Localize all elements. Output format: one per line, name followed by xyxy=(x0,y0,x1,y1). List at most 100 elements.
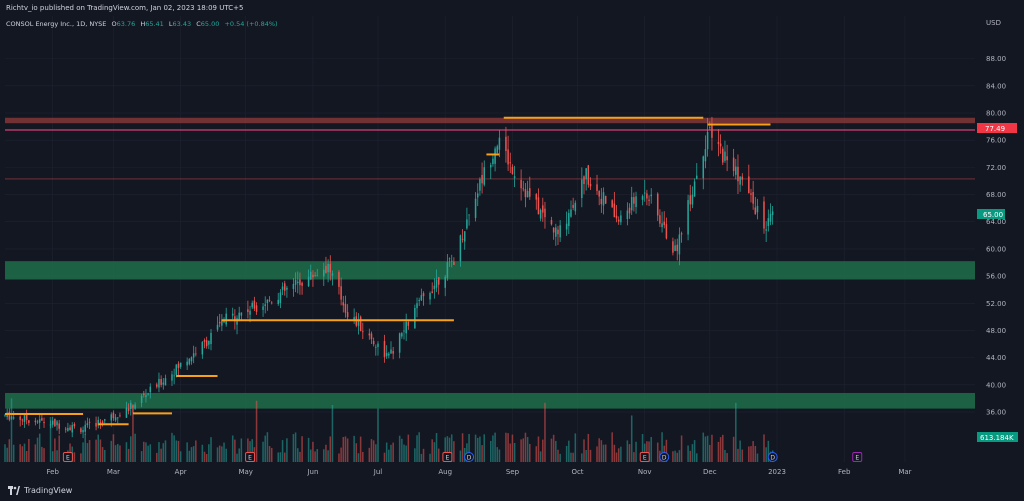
candle-body xyxy=(21,419,24,421)
candle-body xyxy=(316,275,319,277)
candle-body xyxy=(80,428,82,433)
candle-body xyxy=(171,374,173,381)
time-tick: May xyxy=(238,468,252,476)
candle-body xyxy=(448,258,451,260)
volume-bar xyxy=(49,417,52,462)
candle-body xyxy=(377,343,379,347)
volume-bar xyxy=(479,436,481,462)
volume-bar xyxy=(247,438,249,462)
volume-bar xyxy=(86,443,89,462)
candle-body xyxy=(140,395,143,403)
volume-bar xyxy=(602,444,605,462)
candle-body xyxy=(179,362,182,367)
candle-body xyxy=(641,196,644,200)
candle-body xyxy=(58,423,60,429)
candle-body xyxy=(706,131,709,150)
tradingview-brand[interactable]: TradingView xyxy=(8,486,72,495)
volume-bar xyxy=(21,446,24,462)
candle-body xyxy=(84,424,86,432)
time-tick: Apr xyxy=(175,468,187,476)
candle-body xyxy=(203,340,206,342)
volume-bar xyxy=(368,447,371,462)
candle-body xyxy=(717,141,720,144)
candle-body xyxy=(756,205,759,213)
volume-bar xyxy=(205,453,208,462)
time-axis[interactable]: Feb Mar Apr May Jun Jul Aug Sep Oct Nov Dec 2023 Feb… xyxy=(47,468,912,476)
currency-label: USD xyxy=(986,19,1001,27)
volume-bar xyxy=(331,404,334,462)
volume-bar xyxy=(6,447,8,462)
volume-bar xyxy=(255,400,258,462)
candle-body xyxy=(264,304,266,306)
volume-bar xyxy=(82,442,84,462)
candle-body xyxy=(453,261,455,265)
volume-bar xyxy=(505,432,507,462)
volume-bar xyxy=(550,438,553,462)
time-tick: Jun xyxy=(306,468,318,476)
brand-label: TradingView xyxy=(24,486,73,495)
candle-body xyxy=(726,156,728,161)
candle-body xyxy=(739,176,741,185)
volume-bar xyxy=(661,432,663,462)
candle-body xyxy=(628,207,631,214)
candle-body xyxy=(234,316,236,322)
volume-bar xyxy=(301,436,303,462)
volume-bar xyxy=(149,444,152,462)
candle-body xyxy=(86,423,89,426)
volume-bar xyxy=(388,449,390,462)
price-tick: 84.00 xyxy=(986,82,1006,90)
dividend-marker xyxy=(464,452,475,462)
volume-bar xyxy=(299,451,301,462)
volume-bar xyxy=(737,448,739,462)
volume-bar xyxy=(88,440,91,462)
candle-body xyxy=(51,420,54,425)
candle-body xyxy=(266,299,269,303)
candle-body xyxy=(281,286,284,290)
volume-bar xyxy=(114,445,117,462)
candle-body xyxy=(522,188,525,190)
candle-body xyxy=(34,420,37,423)
candle-body xyxy=(763,201,765,229)
volume-bar xyxy=(615,452,618,462)
volume-bar xyxy=(635,441,637,462)
candle-body xyxy=(555,227,557,237)
candle-body xyxy=(132,405,134,408)
candle-body xyxy=(572,205,574,208)
price-chart[interactable]: E E E D E D D E USD 88.00 84.00 80.00 76.00 72.00 68… xyxy=(0,16,1024,482)
volume-bar xyxy=(735,402,737,462)
candle-body xyxy=(130,402,132,409)
candle-body xyxy=(526,191,529,198)
volume-bar xyxy=(160,448,162,462)
candle-body xyxy=(741,176,744,180)
candle-body xyxy=(390,349,392,354)
volume-bar xyxy=(461,433,464,462)
price-scale[interactable] xyxy=(975,16,1024,482)
candle-body xyxy=(414,307,416,329)
volume-bar xyxy=(353,435,355,462)
candle-body xyxy=(340,286,342,300)
time-tick: Feb xyxy=(838,468,851,476)
volume-bar xyxy=(403,444,405,462)
candle-body xyxy=(769,213,772,222)
candle-body xyxy=(99,422,102,423)
volume-bar xyxy=(171,432,173,462)
candle-body xyxy=(383,340,386,358)
candle-body xyxy=(231,313,234,316)
candle-body xyxy=(589,183,592,187)
volume-bar xyxy=(741,449,744,462)
candle-body xyxy=(251,302,253,308)
candle-body xyxy=(696,175,698,179)
candle-body xyxy=(71,425,73,433)
candle-body xyxy=(296,281,299,284)
volume-bar xyxy=(338,453,340,462)
volume-bar xyxy=(446,436,449,462)
candle-body xyxy=(82,429,84,433)
volume-bar xyxy=(429,453,431,462)
volume-bar xyxy=(56,450,58,462)
time-tick: Sep xyxy=(506,468,520,476)
candle-body xyxy=(331,273,334,276)
volume-bar xyxy=(481,445,483,462)
support-zone xyxy=(5,392,975,409)
price-tick: 44.00 xyxy=(986,354,1006,362)
